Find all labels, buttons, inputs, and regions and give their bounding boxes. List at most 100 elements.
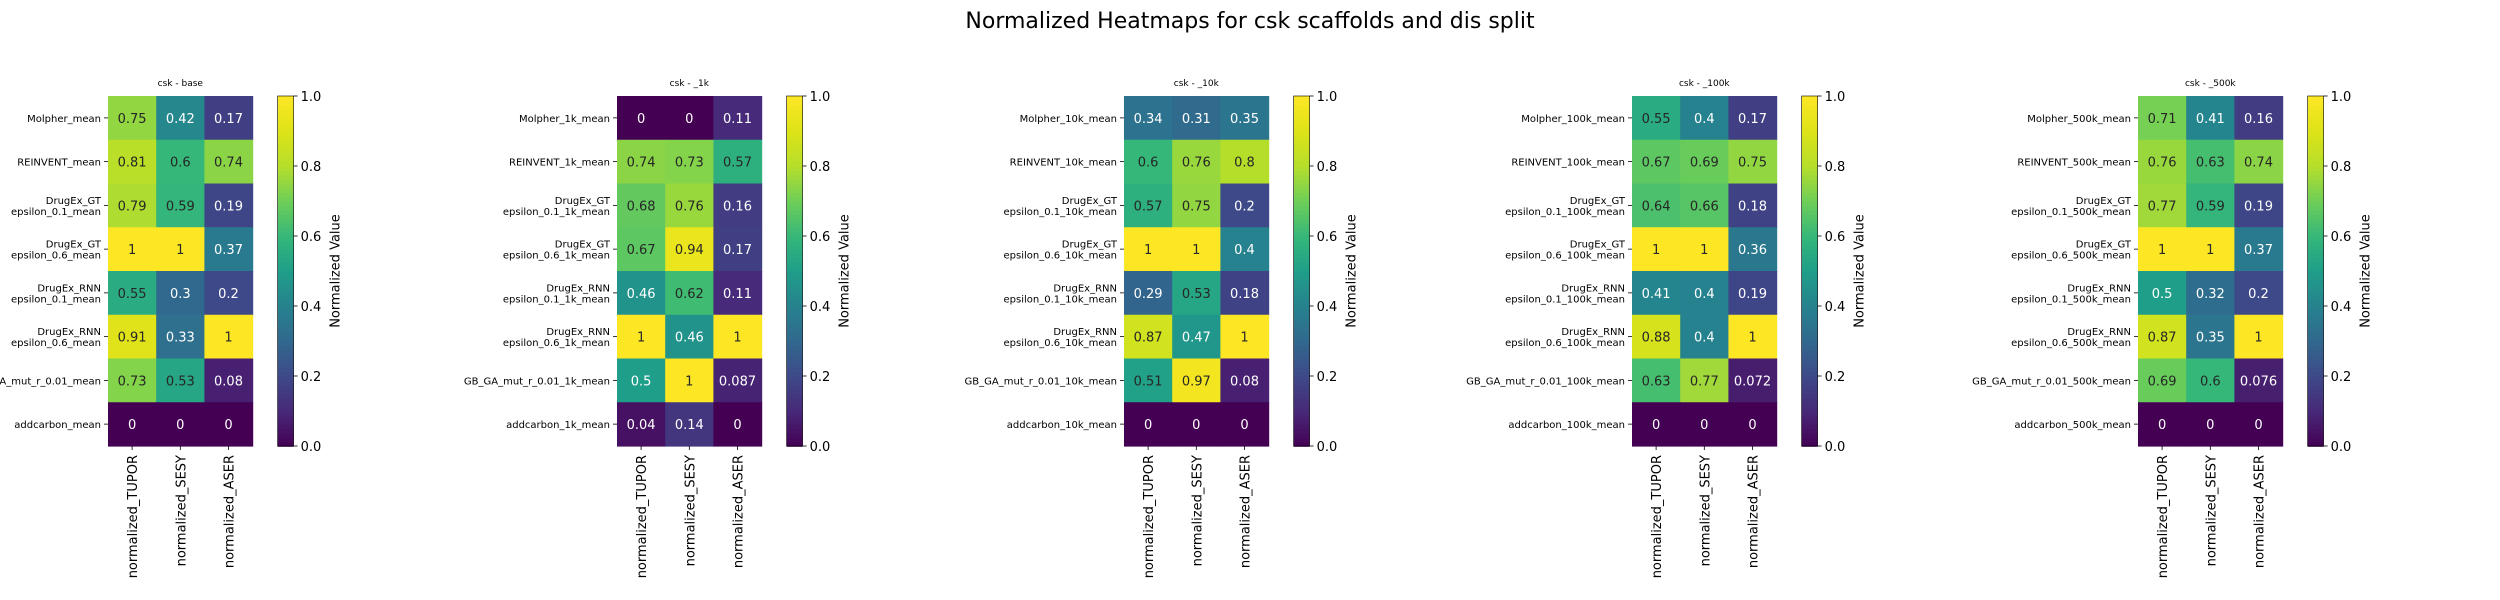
row-label: DrugEx_RNN epsilon_0.1_100k_mean	[1505, 283, 1625, 305]
colorbar-segment	[2307, 371, 2324, 377]
colorbar-segment	[2307, 327, 2324, 334]
cell-value-label: 0.66	[1690, 199, 1719, 214]
colorbar-segment	[2307, 380, 2324, 386]
panel-title: csk - _100k	[1679, 79, 1730, 89]
colorbar-segment	[2307, 415, 2324, 421]
column-label: normalized_ASER	[1239, 455, 1254, 568]
colorbar-tick-label: 0.4	[301, 300, 322, 315]
cell-value-label: 0.3	[170, 287, 191, 302]
colorbar-segment	[1293, 424, 1310, 430]
colorbar-tick-label: 0.0	[301, 440, 322, 455]
colorbar-tick-label: 0.0	[1825, 440, 1846, 455]
colorbar-tick-label: 0.8	[1825, 160, 1846, 175]
colorbar-tick-label: 0.2	[2331, 370, 2352, 385]
colorbar-segment	[1293, 205, 1310, 211]
cell-value-label: 0.53	[1182, 287, 1211, 302]
cell-value-label: 0.5	[2152, 287, 2173, 302]
colorbar-segment	[786, 157, 803, 163]
colorbar-segment	[1293, 100, 1310, 106]
colorbar-segment	[1801, 292, 1818, 299]
colorbar-frame	[1293, 95, 1310, 447]
row-label: DrugEx_RNN epsilon_0.6_mean	[11, 327, 101, 349]
colorbar-segment	[786, 113, 803, 119]
cell-value-label: 0.41	[1642, 287, 1671, 302]
cell-value-label: 0.55	[1642, 112, 1671, 127]
colorbar-segment	[277, 196, 294, 202]
heatmap-cell	[2234, 402, 2284, 447]
colorbar-segment	[277, 231, 294, 237]
colorbar-tick-label: 0.8	[301, 160, 322, 175]
cell-value-label: 0.17	[723, 243, 752, 258]
colorbar-segment	[1293, 253, 1310, 259]
colorbar-segment	[277, 441, 294, 447]
colorbar-segment	[2307, 152, 2324, 159]
colorbar-tick-label: 0.6	[301, 230, 322, 245]
colorbar-segment	[277, 131, 294, 137]
colorbar-segment	[1801, 122, 1818, 128]
cell-value-label: 0.55	[118, 287, 147, 302]
colorbar-segment	[277, 367, 294, 373]
colorbar-segment	[786, 240, 803, 246]
colorbar-segment	[277, 288, 294, 294]
cell-value-label: 0.11	[723, 287, 752, 302]
heatmap-cell	[1632, 139, 1681, 185]
heatmap-cell	[204, 271, 254, 316]
colorbar-segment	[277, 152, 294, 159]
colorbar-segment	[2307, 389, 2324, 395]
row-label: Molpher_100k_mean	[1521, 114, 1625, 125]
colorbar-segment	[1801, 117, 1818, 124]
cell-value-label: 0.5	[631, 374, 652, 389]
colorbar-segment	[786, 152, 803, 159]
heatmap-cell	[2138, 139, 2187, 185]
colorbar-segment	[1801, 419, 1818, 425]
colorbar-segment	[1293, 187, 1310, 194]
colorbar-segment	[1293, 231, 1310, 237]
panel-title: csk - _10k	[1174, 79, 1220, 89]
colorbar-segment	[1801, 389, 1818, 395]
cell-value-label: 0.77	[1690, 374, 1719, 389]
heatmap-cell	[1680, 227, 1729, 272]
heatmap-cell	[108, 96, 157, 141]
colorbar-segment	[1293, 196, 1310, 202]
colorbar-segment	[277, 314, 294, 320]
cell-value-label: 0.4	[1694, 287, 1715, 302]
colorbar-segment	[277, 306, 294, 312]
cell-value-label: 0.46	[675, 331, 704, 346]
colorbar-segment	[277, 371, 294, 377]
colorbar-segment	[1801, 201, 1818, 207]
colorbar-segment	[786, 117, 803, 124]
colorbar-segment	[1801, 126, 1818, 132]
cell-value-label: 0.16	[723, 199, 752, 214]
colorbar-segment	[2307, 231, 2324, 237]
colorbar-segment	[786, 384, 803, 390]
heatmap-cell	[1728, 358, 1778, 403]
colorbar-segment	[2307, 183, 2324, 189]
colorbar-tick-label: 0.2	[1825, 370, 1846, 385]
colorbar-segment	[277, 183, 294, 189]
heatmap-cell	[2138, 183, 2187, 228]
colorbar-tick-label: 1.0	[1317, 90, 1338, 105]
cell-value-label: 0.072	[1734, 374, 1771, 389]
colorbar-segment	[786, 376, 803, 382]
colorbar-segment	[1293, 201, 1310, 207]
colorbar-segment	[2307, 227, 2324, 233]
colorbar-segment	[1293, 411, 1310, 417]
colorbar-segment	[277, 271, 294, 277]
colorbar-segment	[1801, 135, 1818, 141]
colorbar-segment	[786, 332, 803, 338]
heatmap-cell	[1728, 402, 1778, 447]
row-label: Molpher_mean	[27, 114, 101, 125]
colorbar-segment	[277, 341, 294, 347]
colorbar-segment	[277, 144, 294, 150]
colorbar-segment	[1293, 349, 1310, 355]
heatmap-cell	[665, 402, 714, 447]
cell-value-label: 0.37	[214, 243, 243, 258]
heatmap-cell	[1220, 402, 1270, 447]
heatmap-cell	[1632, 96, 1681, 141]
cell-value-label: 0.77	[2148, 199, 2177, 214]
colorbar-segment	[1293, 306, 1310, 312]
colorbar-segment	[1801, 131, 1818, 137]
colorbar-segment	[1801, 262, 1818, 268]
cell-value-label: 0.35	[2196, 331, 2225, 346]
